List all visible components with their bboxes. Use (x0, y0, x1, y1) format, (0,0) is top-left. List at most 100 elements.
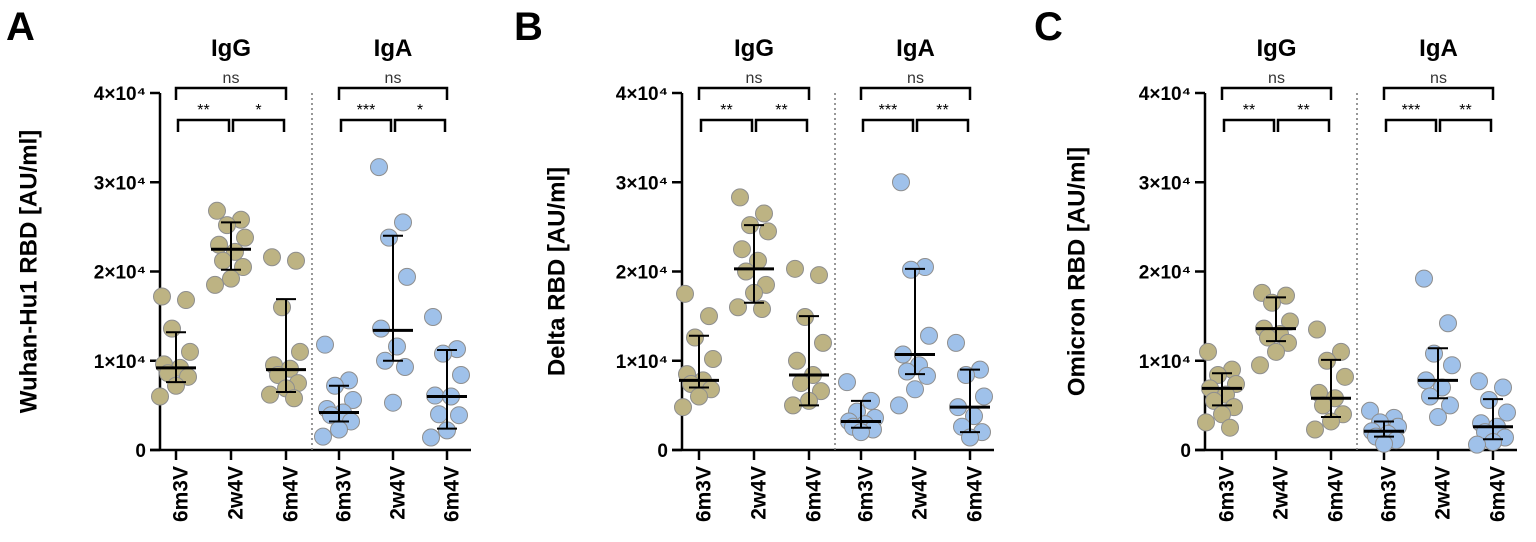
data-point (1443, 356, 1461, 375)
data-point (676, 284, 694, 303)
series-4 (838, 373, 884, 442)
y-axis-label: Omicron RBD [AU/ml] (1063, 147, 1090, 396)
data-point (1494, 378, 1512, 397)
bracket-line (1222, 118, 1276, 132)
group-label: IgG (734, 35, 774, 62)
bracket-line (754, 118, 809, 132)
data-point (422, 428, 440, 447)
data-point (1199, 342, 1217, 361)
x-tick-label: 6m4V (280, 466, 303, 522)
data-point (430, 405, 448, 424)
data-point (452, 366, 470, 385)
data-point (1439, 314, 1457, 333)
data-point (686, 328, 704, 347)
data-point (316, 335, 334, 354)
y-tick-label: 1×10⁴ (1139, 352, 1191, 373)
data-point (892, 173, 910, 192)
significance-label: ns (223, 70, 240, 87)
bracket-line (1382, 86, 1495, 100)
x-tick-label: 6m3V (855, 466, 878, 522)
data-point (1267, 342, 1285, 361)
data-point (291, 342, 309, 361)
significance-label: ns (385, 70, 402, 87)
bracket-line (1384, 118, 1438, 132)
data-point (434, 344, 452, 363)
panel-b: B Delta RBD [AU/ml] 0 1×10⁴ 2×10⁴ 3×10⁴ 4×10⁴ 6… (514, 5, 994, 522)
data-point (370, 158, 388, 177)
data-point (214, 251, 232, 270)
significance-label: ** (1243, 102, 1255, 119)
data-point (674, 398, 692, 417)
x-tick-label: 6m4V (1325, 466, 1348, 522)
data-point (285, 389, 303, 408)
data-point (920, 326, 938, 345)
series-6 (947, 333, 993, 447)
panel-a: A Wuhan-Hu1 RBD [AU/ml] 0 1×10⁴ 2×10⁴ 3×10⁴ 4×… (6, 5, 471, 522)
significance-label: ** (775, 102, 787, 119)
y-tick-label: 1×10⁴ (94, 352, 146, 373)
significance-label: *** (357, 102, 376, 119)
significance-bracket: * (231, 102, 286, 132)
x-tick-label: 6m3V (1378, 466, 1401, 522)
bracket-line (339, 118, 393, 132)
data-point (1375, 434, 1393, 453)
data-point (810, 266, 828, 285)
data-point (380, 228, 398, 247)
data-point (755, 204, 773, 223)
data-point (1221, 418, 1239, 437)
x-tick-label: 2w4V (387, 466, 410, 520)
data-point (396, 357, 414, 376)
data-point (263, 248, 281, 267)
bracket-line (697, 86, 811, 100)
data-point (1279, 333, 1297, 352)
data-point (236, 228, 254, 247)
bracket-line (174, 86, 288, 100)
bracket-line (699, 118, 754, 132)
series-1 (151, 287, 199, 406)
data-point (1415, 269, 1433, 288)
data-point (733, 240, 751, 259)
data-point (394, 213, 412, 232)
data-point (450, 406, 468, 425)
bracket-line (861, 118, 915, 132)
bracket-line (1438, 118, 1493, 132)
data-point (898, 362, 916, 381)
significance-label: ** (1459, 102, 1471, 119)
significance-label: ns (1430, 70, 1447, 87)
data-point (784, 396, 802, 415)
data-point (388, 337, 406, 356)
bracket-line (176, 118, 231, 132)
data-point (151, 387, 169, 406)
group-label: IgA (374, 35, 413, 62)
data-point (890, 396, 908, 415)
y-tick-label: 0 (657, 441, 668, 462)
significance-label: ns (746, 70, 763, 87)
x-tick-label: 6m3V (693, 466, 716, 522)
data-point (788, 351, 806, 370)
y-tick-label: 2×10⁴ (94, 263, 146, 284)
data-point (261, 385, 279, 404)
series-6 (1468, 372, 1516, 454)
significance-label: ** (1297, 102, 1309, 119)
data-point (704, 349, 722, 368)
data-point (424, 308, 442, 327)
data-point (814, 333, 832, 352)
data-point (1277, 286, 1295, 305)
data-point (222, 269, 240, 288)
series-1 (674, 284, 722, 417)
y-tick-label: 3×10⁴ (616, 173, 668, 194)
significance-label: * (255, 102, 261, 119)
series-4 (1361, 401, 1407, 453)
data-point (208, 201, 226, 220)
data-point (234, 258, 252, 277)
data-point (273, 298, 291, 317)
series-6 (422, 308, 470, 447)
significance-label: ** (197, 102, 209, 119)
data-point (947, 333, 965, 352)
significance-bracket: ns (859, 70, 972, 100)
significance-bracket: ns (1382, 70, 1495, 100)
significance-label: ns (1268, 70, 1285, 87)
panel-letter: B (514, 5, 543, 49)
y-tick-label: 4×10⁴ (616, 84, 668, 105)
significance-label: ** (720, 102, 732, 119)
